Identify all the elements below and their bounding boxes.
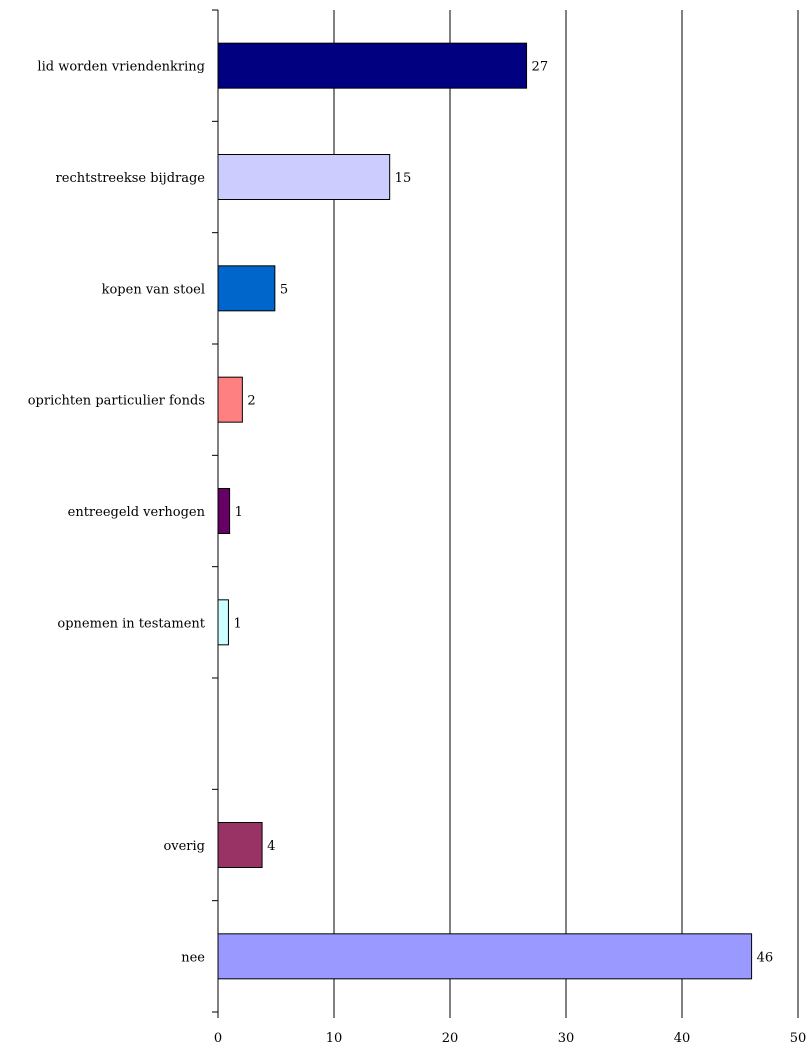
bar (217, 933, 753, 980)
data-labels: 27 15 5 2 1 1 4 46 (233, 60, 773, 966)
data-label: 27 (532, 60, 549, 75)
category-label: oprichten particulier fonds (28, 394, 205, 409)
category-labels: lid worden vriendenkring rechtstreekse bi… (28, 60, 206, 966)
gridlines (333, 10, 799, 1012)
category-label: rechtstreekse bijdrage (56, 171, 206, 186)
x-tick-label: 10 (326, 1031, 343, 1046)
x-tick-labels: 0 10 20 30 40 50 (214, 1031, 806, 1046)
x-tick-label: 50 (790, 1031, 806, 1046)
x-tick-label: 30 (558, 1031, 575, 1046)
data-label: 5 (280, 282, 288, 297)
x-tick-label: 0 (214, 1031, 222, 1046)
data-label: 15 (395, 171, 412, 186)
category-label: entreegeld verhogen (68, 505, 206, 520)
data-label: 1 (235, 505, 243, 520)
bar (217, 822, 263, 868)
category-label: kopen van stoel (102, 282, 205, 297)
category-label: overig (163, 839, 205, 854)
bar (217, 599, 229, 646)
bar (217, 154, 391, 200)
category-label: lid worden vriendenkring (37, 60, 205, 75)
data-label: 1 (233, 616, 241, 631)
data-label: 4 (267, 839, 275, 854)
bars (217, 42, 753, 980)
bar (217, 376, 243, 423)
data-label: 46 (757, 950, 774, 965)
bar (217, 488, 231, 534)
bar (217, 265, 276, 312)
category-label: opnemen in testament (57, 616, 205, 631)
x-tick-label: 40 (674, 1031, 691, 1046)
category-label: nee (181, 950, 205, 965)
x-tick-label: 20 (442, 1031, 459, 1046)
data-label: 2 (247, 394, 255, 409)
bar (217, 42, 528, 89)
